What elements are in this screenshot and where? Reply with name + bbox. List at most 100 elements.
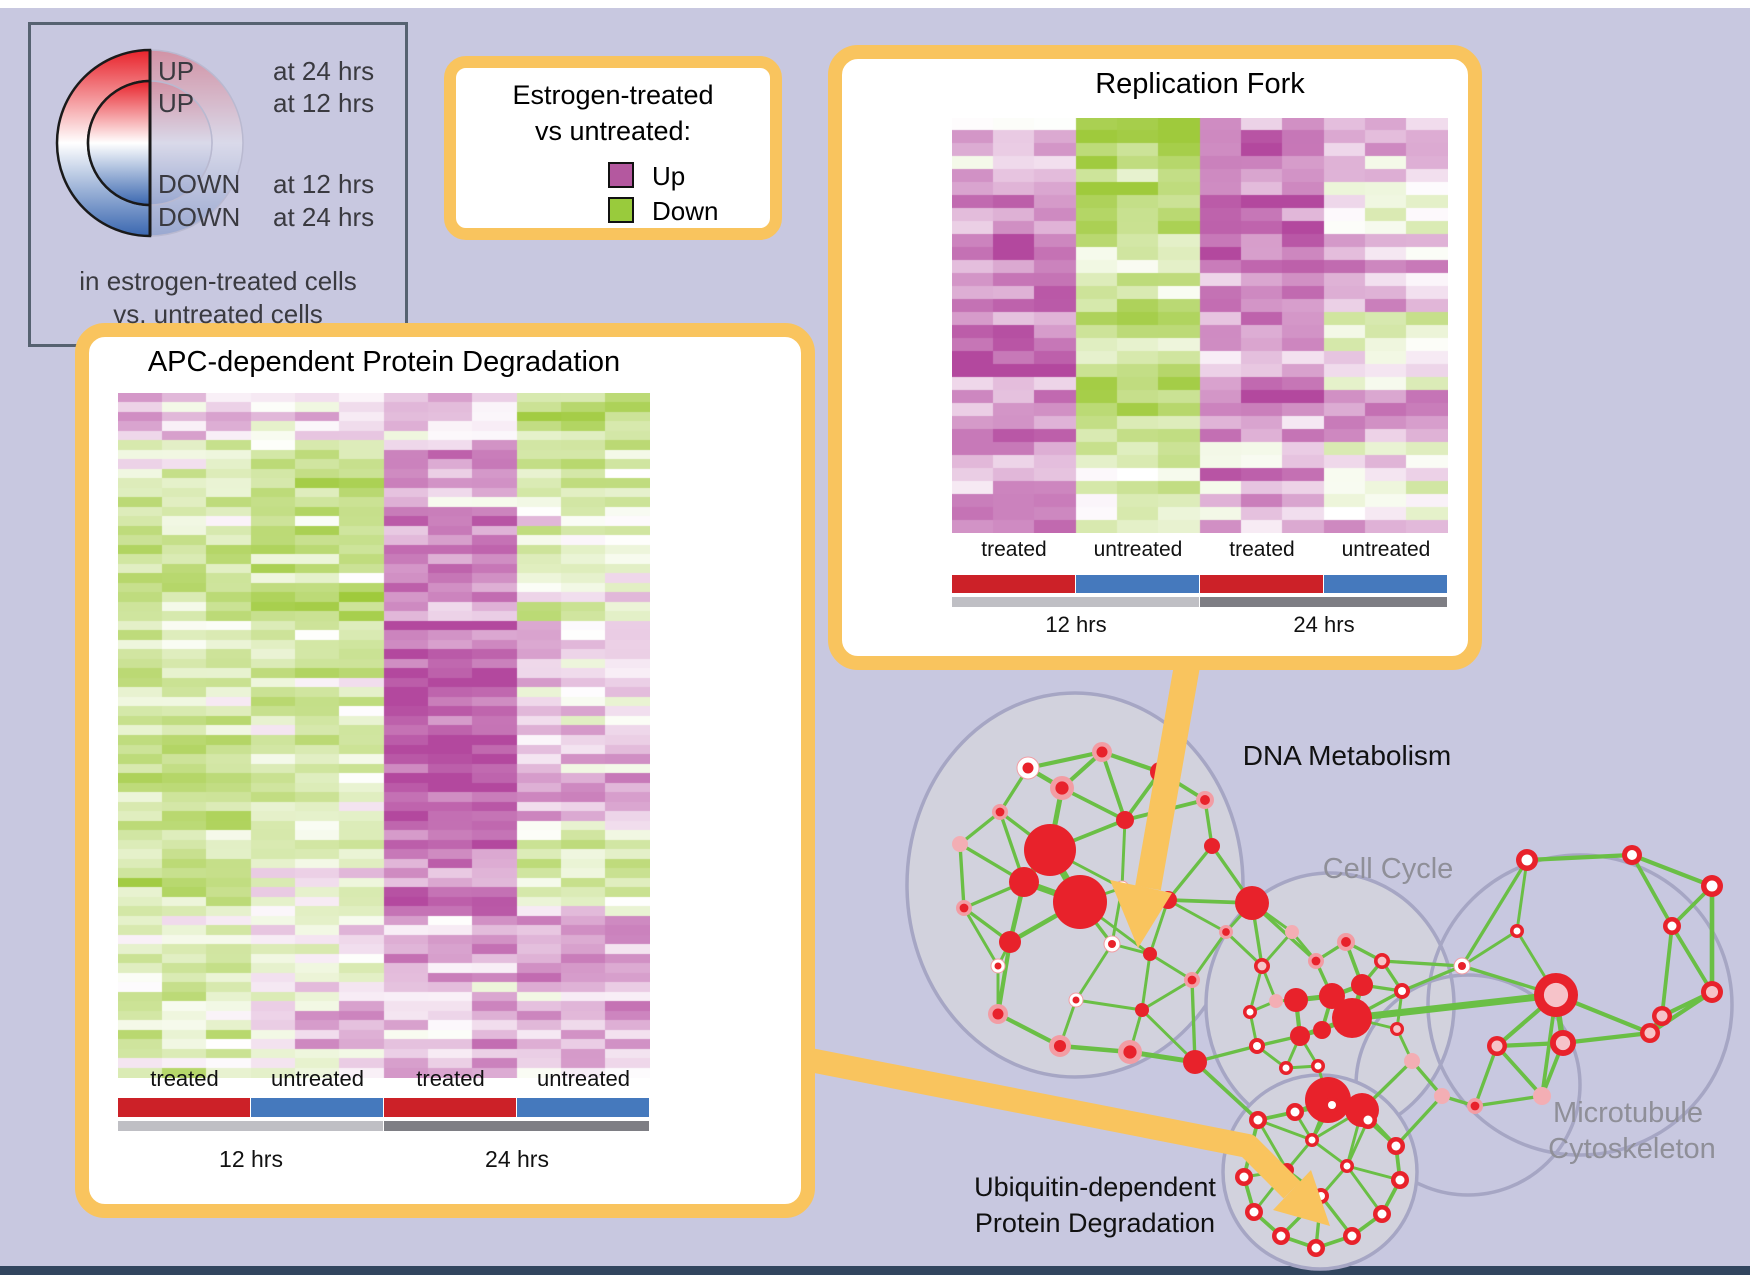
network-edge [1074, 943, 1114, 1001]
fork-time-label-1: 24 hrs [1293, 612, 1355, 637]
network-edge [958, 810, 1002, 846]
network-node-ring-pink [1640, 1023, 1660, 1043]
network-edge [1473, 1045, 1499, 1107]
network-edge [1190, 931, 1228, 981]
network-edge [1141, 978, 1193, 1012]
network-edge [1660, 925, 1674, 1017]
fork-group-label-0: treated [981, 538, 1047, 561]
apc-to-ubiquitin-arrow-shaft [797, 1046, 1301, 1199]
fork-time-bar-0 [952, 597, 1199, 607]
node-circle [1377, 1209, 1387, 1219]
bottom-navy-bar [0, 1266, 1750, 1275]
network-edge [962, 907, 1000, 967]
network-node-ring-white [1249, 1038, 1265, 1054]
network-edge [1148, 899, 1170, 955]
ring-up-24-time: at 24 hrs [273, 56, 374, 86]
network-node-pale [1285, 925, 1299, 939]
node-circle [1341, 937, 1351, 947]
apc-group-bar-0 [118, 1098, 250, 1117]
network-node-pink-ring [1050, 776, 1074, 800]
node-circle [999, 931, 1021, 953]
down-color-swatch [608, 197, 634, 223]
network-node-ring-white [1245, 1203, 1263, 1221]
network-edge [1460, 859, 1529, 967]
network-node-ring-white [1701, 875, 1723, 897]
fork-group-label-3: untreated [1341, 538, 1431, 561]
network-node-white-ring [1103, 935, 1121, 953]
network-edge [1461, 929, 1518, 968]
network-node-solid [1204, 838, 1220, 854]
network-edge [1670, 925, 1714, 993]
network-node-ring-pink [1254, 958, 1270, 974]
network-node-white-ring [1016, 756, 1040, 780]
ring-footer-2: vs. untreated cells [113, 299, 323, 329]
network-node-ring-white [1510, 924, 1524, 938]
network-edge [958, 843, 966, 909]
apc-heatmap [118, 393, 650, 1078]
node-circle [1116, 811, 1134, 829]
network-node-solid [1116, 811, 1134, 829]
ring-down-24-time: at 24 hrs [273, 202, 374, 232]
network-node-solid [1143, 947, 1157, 961]
apc-panel-title: APC-dependent Protein Degradation [147, 346, 621, 378]
network-edge [1495, 1044, 1544, 1098]
network-node-ring-pink [1487, 1036, 1507, 1056]
node-circle [1200, 795, 1210, 805]
node-circle [992, 1008, 1004, 1020]
network-node-pink-ring [1196, 791, 1214, 809]
network-node-ring-white [1663, 917, 1681, 935]
network-node-pale [1404, 1053, 1420, 1069]
network-node-ring-white [1243, 1005, 1257, 1019]
apc-to-ubiquitin-arrow-head [1273, 1170, 1330, 1226]
network-node-solid [1235, 886, 1269, 920]
node-circle [1022, 762, 1034, 774]
node-circle [1053, 1039, 1067, 1053]
network-node-ring-pink [1374, 953, 1390, 969]
fork-time-bar-1 [1200, 597, 1447, 607]
color-legend-line2: vs untreated: [534, 116, 692, 146]
microtubule-cluster [1426, 853, 1734, 1157]
node-circle [1246, 1008, 1254, 1016]
network-node-solid [1313, 1021, 1331, 1039]
node-circle [1533, 1087, 1551, 1105]
network-edge [1120, 819, 1127, 889]
ring-legend-text: UP at 24 hrs UP at 12 hrs DOWN at 12 hrs… [79, 56, 374, 329]
network-node-white-ring [1068, 992, 1084, 1008]
network-node-pale [1533, 1087, 1551, 1105]
node-circle [1009, 867, 1039, 897]
network-node-solid [1183, 1050, 1207, 1074]
node-circle [1311, 1243, 1321, 1253]
node-circle [1328, 1101, 1336, 1109]
node-circle [1257, 961, 1267, 971]
network-node-ring-white [1324, 1097, 1340, 1113]
network-edge [1140, 953, 1152, 1011]
network-node-ring-white [1249, 1111, 1267, 1129]
apc-group-label-0: treated [150, 1066, 219, 1091]
node-circle [1253, 1042, 1261, 1050]
fork-time-label-0: 12 hrs [1045, 612, 1107, 637]
apc-group-bar-1 [251, 1098, 383, 1117]
node-circle [1235, 886, 1269, 920]
node-circle [1347, 1231, 1357, 1241]
network-edge [997, 1012, 1061, 1048]
network-edge [1257, 1118, 1313, 1142]
node-circle [995, 807, 1005, 817]
network-node-solid [1319, 983, 1345, 1009]
node-circle [1706, 880, 1718, 892]
network-edge [1648, 990, 1714, 1035]
network-node-ring-white [1307, 1239, 1325, 1257]
network-node-solid [1009, 867, 1039, 897]
node-circle [1108, 940, 1116, 948]
network-node-pale [1434, 1088, 1450, 1104]
node-circle [1343, 1162, 1351, 1170]
node-circle [1363, 1115, 1373, 1125]
network-edge [1193, 1060, 1260, 1122]
node-circle [1351, 974, 1373, 996]
network-node-white-ring [1453, 957, 1471, 975]
ring-down-24-dir: DOWN [158, 202, 240, 232]
ring-down-12-time: at 12 hrs [273, 169, 374, 199]
fork-group-label-2: treated [1229, 538, 1295, 561]
ring-right-half [149, 49, 244, 237]
microtubule-label-1: Microtubule [1553, 1097, 1703, 1129]
